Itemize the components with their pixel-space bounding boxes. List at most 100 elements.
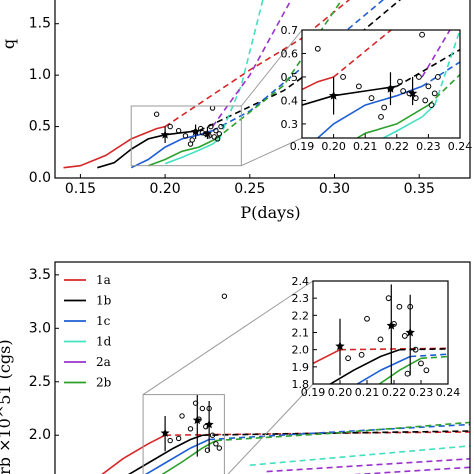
series-line-6 [381,104,436,138]
top-x-axis-label: P(days) [240,203,300,222]
series-line-4 [144,438,210,474]
series-line-5 [212,0,385,132]
bottom-inset-ytick-label-1: 1.9 [292,361,310,374]
bottom-ytick-label-2: 3.0 [29,320,51,336]
open-point-0 [167,437,173,444]
star-point-2 [203,129,212,138]
series-line-5 [209,423,470,441]
open-point-16 [218,123,224,130]
open-point-14 [214,136,221,142]
legend-label-1b: 1b [96,294,112,308]
open-point-13 [204,447,211,453]
series-line-8 [249,445,470,466]
open-point-1 [167,123,173,130]
bottom-inset-xtick-label-4: 0.23 [409,386,434,399]
top-ytick-label-2: 1.0 [29,67,51,83]
open-point-3 [368,95,375,101]
open-point-10 [423,367,430,374]
bottom-inset-xtick-label-0: 0.19 [301,386,326,399]
bottom-inset-xtick-label-2: 0.21 [355,386,380,399]
open-point-6 [397,78,403,85]
series-line-8 [421,30,451,78]
open-point-17 [378,113,384,120]
bottom-ytick-label-1: 2.5 [29,374,51,390]
top-ytick-label-0: 0.0 [29,170,51,186]
top-xtick-label-1: 0.20 [150,181,181,197]
open-point-2 [377,336,384,343]
legend-label-2b: 2b [96,376,112,390]
top-inset-xtick-label-0: 0.19 [290,140,315,153]
top-axes-frame [54,0,471,179]
open-point-0 [345,355,352,362]
bottom-inset-ytick-label-3: 2.1 [292,327,310,340]
open-point-10 [216,445,223,451]
top-inset-xtick-label-4: 0.23 [416,140,441,153]
top-xtick-label-2: 0.25 [234,181,265,197]
star-point-1 [386,320,396,330]
open-point-0 [314,45,321,52]
legend-label-1d: 1d [96,335,112,349]
bottom-inset-ytick-label-2: 2.0 [292,344,310,357]
open-point-6 [401,333,408,339]
bottom-zoom-connector-upper [142,280,314,396]
bottom-inset-xtick-label-3: 0.22 [382,386,407,399]
open-point-5 [396,303,403,310]
open-point-0 [153,111,160,117]
top-y-axis-label: q [0,39,18,49]
bottom-inset-ytick-label-0: 1.8 [292,378,310,391]
top-xtick-label-4: 0.35 [404,181,435,197]
series-line-9 [147,138,217,167]
top-inset-ytick-label-1: 0.4 [281,94,299,107]
open-point-14 [428,102,435,109]
open-point-8 [412,346,419,353]
open-point-7 [407,303,414,310]
star-point-0 [160,428,170,437]
series-line-2 [128,434,203,474]
bottom-ytick-label-0: 2.0 [29,427,51,443]
open-point-13 [425,83,432,90]
legend-label-1a: 1a [96,273,111,287]
open-point-3 [192,400,199,406]
series-line-7 [433,30,460,106]
series-line-3 [202,430,470,436]
open-point-9 [412,95,419,101]
open-point-11 [221,293,228,299]
series-line-9 [355,104,429,138]
bottom-y-axis-label: orb ×10^51 (cgs) [0,339,14,474]
open-point-2 [187,426,194,432]
bottom-inset: 0.19 0.20 0.21 0.22 0.23 0.24 1.8 1.9 2.0 2.1 2.2 2… [292,275,461,399]
top-inset-background [302,30,460,138]
series-line-9 [266,458,470,473]
series-line-5 [421,61,460,87]
legend: 1a 1b 1c 1d 2a 2b [64,273,112,390]
series-line-10 [351,466,470,474]
series-line-4 [130,129,213,169]
star-point-0 [160,130,170,139]
top-inset-xtick-label-5: 0.24 [448,140,473,153]
open-point-5 [199,405,206,412]
open-point-7 [400,88,407,94]
open-point-1 [340,74,346,80]
bottom-zoom-connector-lower [227,383,314,474]
bottom-inset-ytick-label-5: 2.3 [292,292,310,305]
open-point-9 [418,360,424,367]
open-point-10 [416,74,422,80]
open-point-3 [182,133,189,139]
top-zoom-box [130,105,242,167]
legend-label-2a: 2a [96,355,111,369]
bottom-inset-ytick-label-6: 2.4 [292,275,310,288]
bottom-inset-background [313,281,448,384]
star-point-1 [192,415,202,425]
open-point-3 [385,295,392,302]
top-inset-ytick-label-3: 0.6 [281,47,299,60]
open-point-1 [358,351,365,358]
bottom-zoom-box [142,394,225,474]
top-inset-ytick-label-2: 0.5 [281,71,299,84]
series-line-2 [302,85,397,107]
open-point-12 [364,315,370,322]
open-point-17 [187,141,194,147]
legend-label-1c: 1c [96,314,111,328]
series-line-2 [328,348,400,384]
top-plot: 0.15 0.20 0.25 0.30 0.35 0.0 0.5 1.0 1.5 P(days) q… [0,0,473,222]
star-point-0 [335,341,345,351]
